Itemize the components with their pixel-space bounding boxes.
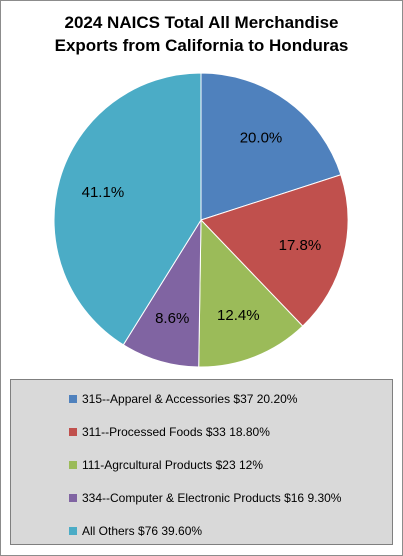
legend-item-3: 334--Computer & Electronic Products $16 …	[69, 490, 341, 506]
pie-slice-4	[53, 72, 202, 346]
pie-data-label-2: 12.4%	[217, 307, 260, 324]
legend-item-1: 311--Processed Foods $33 18.80%	[69, 424, 270, 440]
pie-data-label-3: 8.6%	[155, 310, 189, 327]
legend-swatch-2	[69, 461, 77, 469]
legend-swatch-4	[69, 527, 77, 535]
legend-swatch-0	[69, 395, 77, 403]
pie-slice-2	[198, 218, 304, 368]
legend-item-0: 315--Apparel & Accessories $37 20.20%	[69, 391, 297, 407]
legend-item-2: 111-Agrcultural Products $23 12%	[69, 457, 263, 473]
legend-swatch-3	[69, 494, 77, 502]
chart-title-line-2: Exports from California to Honduras	[54, 36, 349, 55]
pie-chart: 20.0% 17.8% 12.4% 8.6% 41.1%	[53, 72, 349, 368]
legend-label-4: All Others $76 39.60%	[82, 524, 203, 538]
chart-title: 2024 NAICS Total All Merchandise Exports…	[1, 11, 402, 57]
legend-label-2: 111-Agrcultural Products $23 12%	[82, 458, 263, 472]
legend-item-4: All Others $76 39.60%	[69, 523, 202, 539]
pie-data-label-0: 20.0%	[240, 130, 283, 147]
pie-slice-1	[200, 174, 349, 327]
legend-label-0: 315--Apparel & Accessories $37 20.20%	[82, 392, 298, 406]
pie-data-label-4: 41.1%	[82, 184, 125, 201]
legend-label-1: 311--Processed Foods $33 18.80%	[82, 425, 270, 439]
pie-data-label-1: 17.8%	[279, 237, 322, 254]
legend-swatch-1	[69, 428, 77, 436]
legend-label-3: 334--Computer & Electronic Products $16 …	[82, 491, 342, 505]
chart-title-line-1: 2024 NAICS Total All Merchandise	[64, 13, 339, 32]
legend: 315--Apparel & Accessories $37 20.20% 311…	[10, 379, 393, 545]
pie-slice-0	[200, 72, 342, 221]
